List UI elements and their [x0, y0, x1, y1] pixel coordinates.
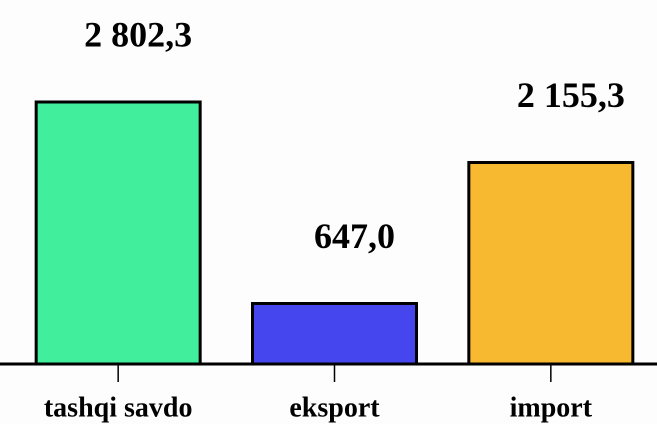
x-tick-label: import — [510, 392, 593, 423]
bar — [467, 160, 635, 366]
value-label: 2 802,3 — [84, 14, 192, 54]
x-tick-label: tashqi savdo — [44, 392, 193, 423]
x-tick-label: eksport — [289, 392, 380, 423]
value-label: 2 155,3 — [517, 75, 625, 115]
bar — [251, 302, 418, 366]
bar — [34, 100, 202, 366]
value-label: 647,0 — [314, 216, 395, 256]
